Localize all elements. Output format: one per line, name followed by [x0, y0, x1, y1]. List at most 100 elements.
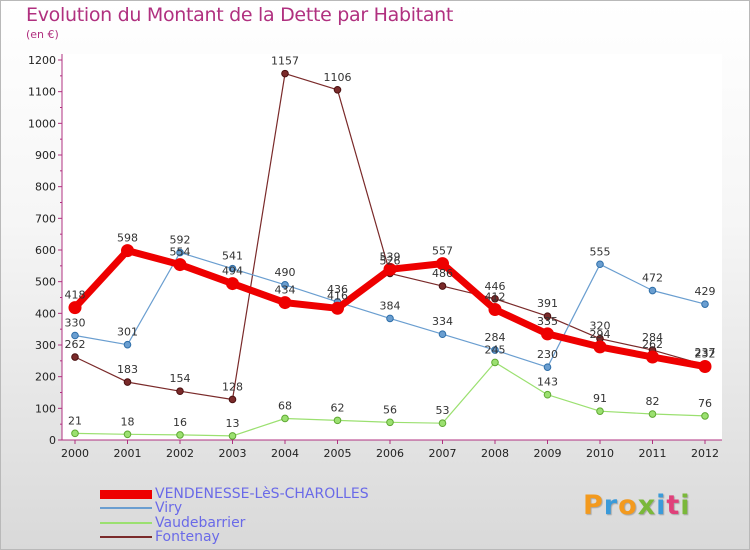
legend-label-vendenesse: VENDENESSE-LèS-CHAROLLES [155, 486, 369, 502]
x-tick-label: 2011 [639, 447, 667, 460]
data-point-vendenesse [383, 262, 397, 276]
data-label-viry: 334 [432, 315, 453, 328]
data-label-vendenesse: 335 [537, 315, 558, 328]
data-label-viry: 284 [485, 331, 506, 344]
logo-letter: i [656, 490, 667, 521]
data-label-vaudebarrier: 245 [485, 343, 506, 356]
data-label-vaudebarrier: 16 [173, 416, 187, 429]
proxiti-logo: Proxiti [583, 490, 691, 521]
data-label-fontenay: 320 [590, 320, 611, 333]
y-tick-label: 800 [35, 181, 56, 194]
legend-swatch-vaudebarrier [100, 522, 152, 524]
data-label-vendenesse: 232 [695, 348, 716, 361]
y-tick-label: 500 [35, 276, 56, 289]
data-label-vaudebarrier: 91 [593, 392, 607, 405]
y-tick-label: 400 [35, 307, 56, 320]
data-label-fontenay: 284 [642, 331, 663, 344]
data-point-vendenesse [173, 258, 187, 272]
data-point-vaudebarrier [281, 414, 289, 423]
data-label-viry: 541 [222, 250, 243, 263]
data-point-viry [701, 300, 709, 308]
x-tick-label: 2005 [324, 447, 352, 460]
data-label-fontenay: 526 [380, 254, 401, 267]
data-point-viry [386, 314, 394, 323]
data-point-fontenay [228, 395, 237, 404]
x-tick-label: 2000 [61, 447, 89, 460]
data-point-fontenay [281, 69, 289, 78]
y-tick-label: 1200 [28, 54, 56, 67]
data-point-viry [438, 330, 447, 339]
data-point-vendenesse [698, 360, 712, 374]
data-label-vaudebarrier: 68 [278, 399, 292, 412]
data-label-fontenay: 262 [65, 338, 86, 351]
x-tick-label: 2008 [481, 447, 509, 460]
data-point-vaudebarrier [543, 390, 552, 399]
y-tick-label: 600 [35, 244, 56, 257]
data-point-vaudebarrier [701, 412, 709, 420]
data-label-vaudebarrier: 143 [537, 376, 558, 389]
data-point-vendenesse [331, 301, 344, 315]
data-label-viry: 230 [537, 348, 558, 361]
data-point-viry [648, 286, 657, 295]
data-point-vendenesse [593, 340, 607, 354]
y-tick-label: 200 [35, 371, 56, 384]
data-label-vendenesse: 554 [170, 246, 191, 259]
legend-item-viry: Viry [100, 501, 182, 515]
logo-letter: t [666, 490, 681, 521]
data-point-fontenay [438, 282, 447, 290]
data-point-viry [71, 331, 79, 340]
data-label-vendenesse: 494 [222, 265, 243, 278]
data-label-fontenay: 486 [432, 267, 453, 280]
x-tick-label: 2010 [586, 447, 614, 460]
data-label-vendenesse: 412 [485, 291, 506, 304]
y-tick-label: 300 [35, 339, 56, 352]
data-label-fontenay: 1106 [324, 71, 352, 84]
data-point-vendenesse [226, 277, 239, 291]
data-point-vendenesse [488, 303, 502, 317]
plot-area [62, 54, 722, 440]
data-label-vaudebarrier: 82 [646, 395, 660, 408]
data-label-fontenay: 154 [170, 372, 191, 385]
data-label-fontenay: 128 [222, 380, 243, 393]
data-label-fontenay: 446 [485, 280, 506, 293]
data-point-vaudebarrier [596, 407, 604, 415]
data-label-viry: 592 [170, 234, 191, 247]
data-label-vaudebarrier: 62 [331, 401, 345, 414]
legend-item-vendenesse: VENDENESSE-LèS-CHAROLLES [100, 487, 369, 501]
data-label-viry: 436 [327, 283, 348, 296]
data-point-viry [123, 340, 132, 349]
data-label-vaudebarrier: 21 [68, 414, 82, 427]
legend-item-fontenay: Fontenay [100, 530, 220, 544]
data-label-vaudebarrier: 13 [226, 417, 240, 430]
x-tick-label: 2004 [271, 447, 299, 460]
data-point-vendenesse [436, 257, 449, 271]
data-point-vaudebarrier [386, 418, 394, 427]
data-label-fontenay: 237 [695, 346, 716, 359]
data-label-vendenesse: 416 [327, 289, 348, 302]
data-label-fontenay: 1157 [271, 55, 299, 68]
y-tick-label: 1100 [28, 86, 56, 99]
data-label-viry: 555 [590, 245, 611, 258]
data-point-viry [176, 248, 184, 257]
chart-subtitle: (en €) [26, 28, 59, 41]
data-point-viry [228, 264, 237, 273]
logo-letter: i [680, 490, 691, 521]
data-label-vaudebarrier: 56 [383, 403, 397, 416]
data-label-vendenesse: 294 [590, 328, 611, 341]
data-point-vendenesse [68, 301, 82, 315]
data-point-vaudebarrier [648, 410, 657, 418]
data-point-vaudebarrier [71, 429, 79, 438]
data-label-vaudebarrier: 76 [698, 397, 712, 410]
y-tick-label: 900 [35, 149, 56, 162]
data-point-fontenay [333, 85, 342, 94]
data-label-viry: 384 [380, 299, 401, 312]
y-tick-label: 1000 [28, 117, 56, 130]
chart-title: Evolution du Montant de la Dette par Hab… [26, 4, 454, 26]
data-label-vaudebarrier: 18 [121, 415, 135, 428]
legend-swatch-vendenesse [100, 489, 152, 499]
data-point-viry [491, 346, 499, 354]
legend-swatch-fontenay [100, 536, 152, 538]
x-tick-label: 2003 [219, 447, 247, 460]
y-tick-label: 700 [35, 212, 56, 225]
